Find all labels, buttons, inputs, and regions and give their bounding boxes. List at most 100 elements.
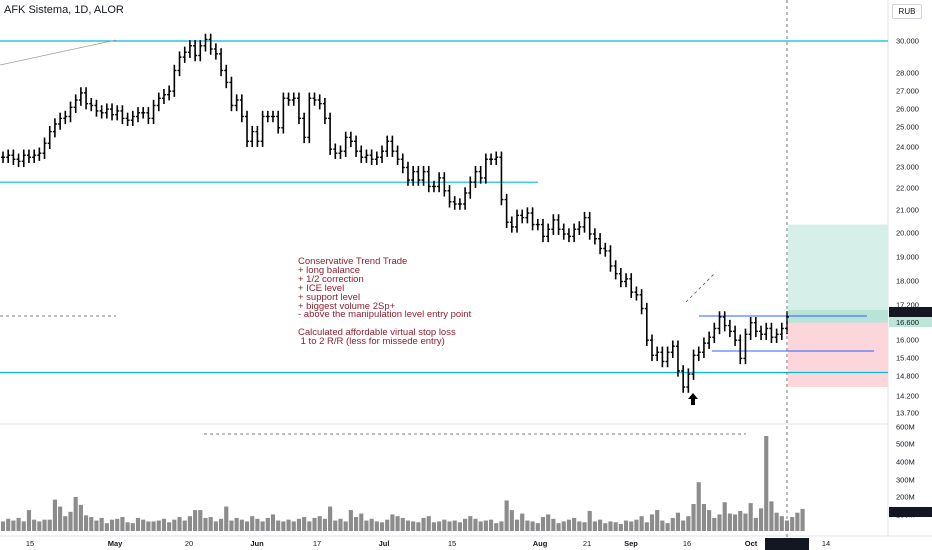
ohlc-bar[interactable] <box>302 112 307 144</box>
ohlc-bar[interactable] <box>68 101 73 123</box>
ohlc-bar[interactable] <box>520 209 525 224</box>
ohlc-bar[interactable] <box>219 48 224 77</box>
ohlc-bar[interactable] <box>343 131 348 157</box>
ohlc-bar[interactable] <box>416 165 421 186</box>
ohlc-bar[interactable] <box>540 218 545 243</box>
ohlc-bar[interactable] <box>245 110 250 148</box>
ohlc-bar[interactable] <box>463 187 468 210</box>
ohlc-bar[interactable] <box>483 153 488 184</box>
ohlc-bar[interactable] <box>400 153 405 174</box>
ohlc-bar[interactable] <box>380 145 385 163</box>
ohlc-bar[interactable] <box>172 64 177 97</box>
ohlc-bar[interactable] <box>260 110 265 148</box>
ohlc-bar[interactable] <box>629 273 634 298</box>
ohlc-bar[interactable] <box>515 209 520 233</box>
ohlc-bar[interactable] <box>509 216 514 233</box>
ohlc-bar[interactable] <box>707 331 712 349</box>
ohlc-bar[interactable] <box>234 94 239 112</box>
ohlc-bar[interactable] <box>37 147 42 161</box>
ohlc-bar[interactable] <box>743 328 748 365</box>
ohlc-bar[interactable] <box>6 149 11 163</box>
ohlc-bar[interactable] <box>229 76 234 112</box>
ohlc-bar[interactable] <box>670 340 675 358</box>
ohlc-bar[interactable] <box>561 223 566 240</box>
ohlc-bar[interactable] <box>187 40 192 58</box>
ohlc-bar[interactable] <box>764 322 769 341</box>
ohlc-bar[interactable] <box>686 368 691 393</box>
ohlc-bar[interactable] <box>312 92 317 106</box>
ohlc-bar[interactable] <box>156 92 161 112</box>
ohlc-bar[interactable] <box>473 165 478 188</box>
ohlc-bar[interactable] <box>405 161 410 186</box>
ohlc-bar[interactable] <box>426 165 431 193</box>
ohlc-bar[interactable] <box>21 149 26 168</box>
currency-selector[interactable]: RUB <box>892 4 922 19</box>
ohlc-bar[interactable] <box>696 346 701 362</box>
ohlc-bar[interactable] <box>99 105 104 119</box>
ohlc-bar[interactable] <box>265 110 270 123</box>
ohlc-bar[interactable] <box>177 51 182 77</box>
ohlc-bar[interactable] <box>73 94 78 114</box>
ohlc-bar[interactable] <box>769 322 774 343</box>
ohlc-bar[interactable] <box>639 289 644 315</box>
ohlc-bar[interactable] <box>608 245 613 272</box>
ohlc-bar[interactable] <box>437 172 442 193</box>
ohlc-bar[interactable] <box>665 346 670 368</box>
ohlc-bar[interactable] <box>551 214 556 235</box>
ohlc-bar[interactable] <box>47 125 52 150</box>
ohlc-bar[interactable] <box>722 311 727 332</box>
ohlc-bar[interactable] <box>78 87 83 106</box>
ohlc-bar[interactable] <box>213 43 218 60</box>
ohlc-bar[interactable] <box>717 311 722 335</box>
ohlc-bar[interactable] <box>421 165 426 186</box>
ohlc-bar[interactable] <box>753 316 758 338</box>
ohlc-bar[interactable] <box>634 286 639 301</box>
ohlc-bar[interactable] <box>655 346 660 362</box>
ohlc-bar[interactable] <box>499 151 504 206</box>
ohlc-bar[interactable] <box>276 110 281 134</box>
ohlc-bar[interactable] <box>208 33 213 55</box>
ohlc-bar[interactable] <box>411 165 416 186</box>
ohlc-bar[interactable] <box>322 97 327 125</box>
ohlc-bar[interactable] <box>748 316 753 341</box>
ohlc-bar[interactable] <box>52 118 57 138</box>
ohlc-bar[interactable] <box>42 137 47 159</box>
ohlc-bar[interactable] <box>167 85 172 101</box>
ohlc-bar[interactable] <box>733 325 738 346</box>
ohlc-bar[interactable] <box>348 131 353 148</box>
ohlc-bar[interactable] <box>32 149 37 163</box>
ohlc-bar[interactable] <box>395 145 400 166</box>
ohlc-bar[interactable] <box>650 334 655 362</box>
ohlc-bar[interactable] <box>525 207 530 224</box>
ohlc-bar[interactable] <box>135 107 140 123</box>
trend-line[interactable] <box>0 39 117 66</box>
ohlc-bar[interactable] <box>369 149 374 166</box>
ohlc-bar[interactable] <box>239 94 244 123</box>
ohlc-bar[interactable] <box>255 125 260 148</box>
ohlc-bar[interactable] <box>26 149 31 163</box>
ohlc-bar[interactable] <box>592 228 597 245</box>
ohlc-bar[interactable] <box>307 92 312 144</box>
ohlc-bar[interactable] <box>727 319 732 338</box>
ohlc-bar[interactable] <box>317 94 322 110</box>
ohlc-bar[interactable] <box>431 180 436 193</box>
ohlc-bar[interactable] <box>364 149 369 163</box>
ohlc-bar[interactable] <box>250 125 255 148</box>
stop-zone[interactable] <box>788 322 888 388</box>
ohlc-bar[interactable] <box>161 89 166 104</box>
ohlc-bar[interactable] <box>478 165 483 184</box>
ohlc-bar[interactable] <box>572 223 577 243</box>
ohlc-bar[interactable] <box>89 97 94 112</box>
ohlc-bar[interactable] <box>442 172 447 197</box>
ohlc-bar[interactable] <box>11 149 16 166</box>
ohlc-bar[interactable] <box>566 228 571 243</box>
ohlc-bar[interactable] <box>224 64 229 89</box>
ohlc-bar[interactable] <box>146 107 151 125</box>
ohlc-bar[interactable] <box>390 135 395 157</box>
ohlc-bar[interactable] <box>110 103 115 121</box>
ohlc-bar[interactable] <box>644 302 649 346</box>
ohlc-bar[interactable] <box>738 334 743 365</box>
ohlc-bar[interactable] <box>712 322 717 343</box>
ohlc-bar[interactable] <box>613 260 618 280</box>
ohlc-bar[interactable] <box>338 145 343 159</box>
